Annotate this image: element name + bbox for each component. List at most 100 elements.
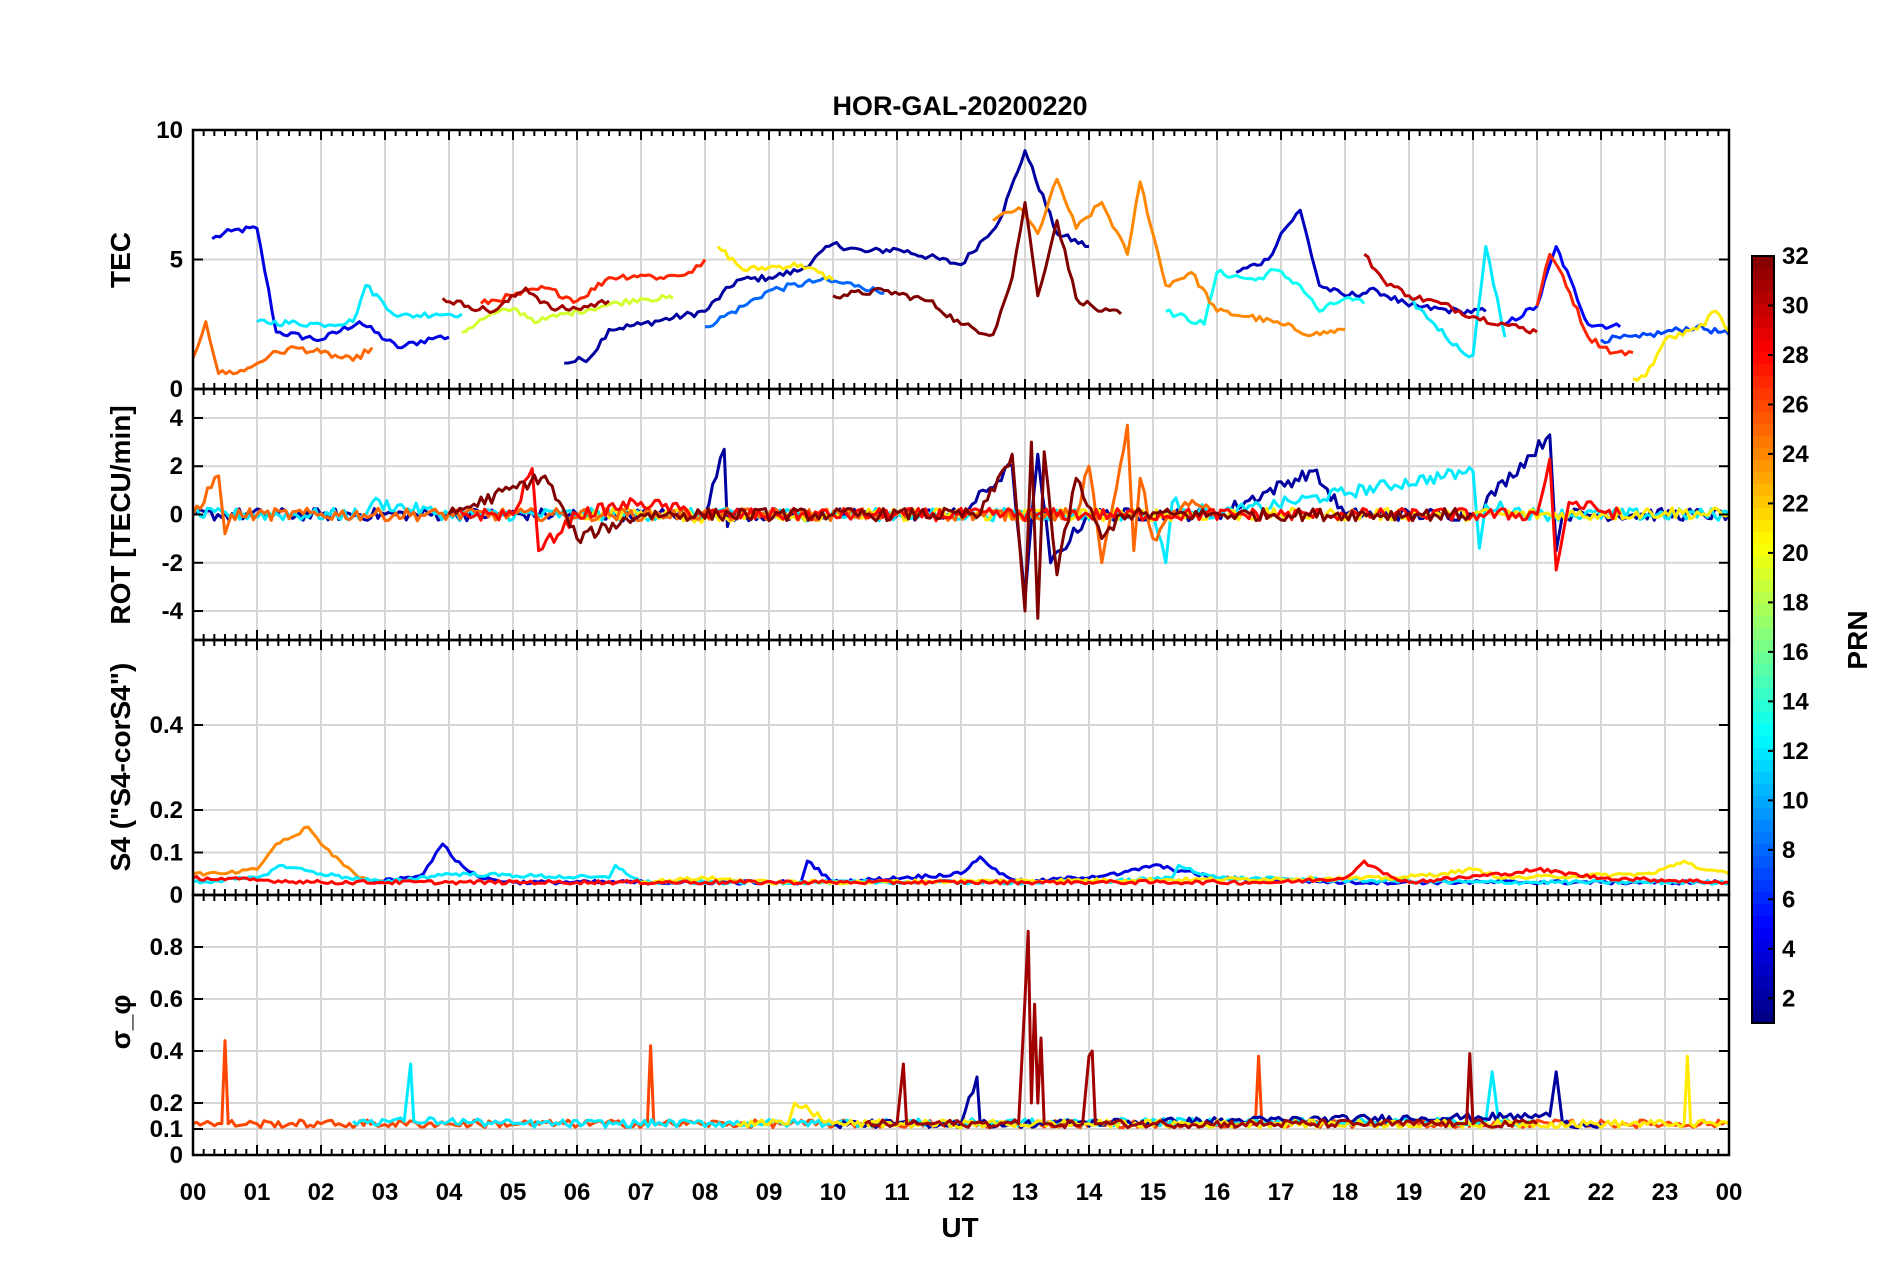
colorbar-tick-label: 2 <box>1782 985 1795 1012</box>
colorbar-tick-label: 6 <box>1782 886 1795 913</box>
y-tick-label: 2 <box>170 453 183 480</box>
y-axis-label: TEC <box>105 232 136 288</box>
y-tick-label: 0.2 <box>150 1090 183 1117</box>
series-group <box>193 423 1729 620</box>
series-line-prn-31 <box>441 286 610 314</box>
series-line-prn-32 <box>447 440 1474 620</box>
x-tick-label: 08 <box>692 1179 719 1206</box>
colorbar-segment <box>1752 711 1774 724</box>
colorbar-segment <box>1752 291 1774 305</box>
x-tick-label: 23 <box>1652 1179 1679 1206</box>
colorbar-segment <box>1752 915 1774 928</box>
y-axis-label: σ_φ <box>105 995 136 1050</box>
x-tick-label: 15 <box>1140 1179 1167 1206</box>
series-line-prn-7 <box>1600 323 1729 345</box>
series-line-prn-12 <box>1408 245 1507 359</box>
colorbar-segment <box>1752 423 1774 437</box>
colorbar-tick-label: 20 <box>1782 540 1809 567</box>
colorbar-tick-label: 10 <box>1782 787 1809 814</box>
y-tick-label: 0 <box>170 376 183 403</box>
colorbar-segment <box>1752 327 1774 341</box>
colorbar-segment <box>1752 651 1774 665</box>
colorbar-tick-label: 4 <box>1782 936 1796 963</box>
colorbar-segment <box>1752 975 1774 988</box>
x-tick-label: 13 <box>1012 1179 1039 1206</box>
x-tick-label: 14 <box>1076 1179 1103 1206</box>
colorbar-segment <box>1752 315 1774 329</box>
colorbar-segment <box>1752 927 1774 940</box>
x-tick-label: 04 <box>436 1179 463 1206</box>
colorbar-segment <box>1752 687 1774 701</box>
colorbar-segment <box>1752 771 1774 784</box>
x-tick-label: 06 <box>564 1179 591 1206</box>
series-line-prn-32 <box>832 201 1123 337</box>
colorbar-segment <box>1752 807 1774 820</box>
series-line-prn-24 <box>193 825 386 884</box>
x-tick-label: 12 <box>948 1179 975 1206</box>
y-axis-label: S4 ("S4-corS4") <box>105 663 136 872</box>
y-tick-label: 0.4 <box>150 1038 184 1065</box>
colorbar-segment <box>1752 279 1774 293</box>
colorbar-segment <box>1752 639 1774 653</box>
colorbar-segment <box>1752 447 1774 461</box>
series-line-prn-2 <box>564 149 1089 365</box>
colorbar-segment <box>1752 879 1774 892</box>
colorbar-tick-label: 16 <box>1782 639 1809 666</box>
colorbar-segment <box>1752 363 1774 377</box>
colorbar-segment <box>1752 843 1774 856</box>
colorbar-segment <box>1752 256 1774 269</box>
series-line-prn-12 <box>193 466 1729 565</box>
x-tick-label: 10 <box>820 1179 847 1206</box>
panel-3: 0 0.1 0.2 0.4 S4 ("S4-corS4") <box>105 638 1731 909</box>
colorbar-tick-label: 8 <box>1782 837 1795 864</box>
colorbar-segment <box>1752 627 1774 641</box>
colorbar-segment <box>1752 951 1774 964</box>
colorbar-segment <box>1752 375 1774 389</box>
y-tick-label: 4 <box>170 405 184 432</box>
x-tick-label: 02 <box>308 1179 335 1206</box>
panel-2: -4 -2 0 2 4 ROT [TECU/min] <box>105 387 1731 642</box>
series-line-prn-19 <box>461 293 674 334</box>
series-line-prn-27 <box>1535 252 1634 357</box>
colorbar-segment <box>1752 903 1774 916</box>
chart-title: HOR-GAL-20200220 <box>832 91 1087 121</box>
colorbar-tick-label: 24 <box>1782 441 1809 468</box>
series-line-prn-24 <box>992 177 1345 338</box>
colorbar-segment <box>1752 663 1774 677</box>
series-line-prn-12 <box>256 283 463 329</box>
x-tick-label: 09 <box>756 1179 783 1206</box>
colorbar-segment <box>1752 867 1774 880</box>
x-tick-label: 00 <box>180 1179 207 1206</box>
colorbar-segment <box>1752 699 1774 713</box>
colorbar-segment <box>1752 555 1774 569</box>
colorbar-segment <box>1752 495 1774 509</box>
colorbar-segment <box>1752 387 1774 401</box>
colorbar-segment <box>1752 531 1774 545</box>
y-tick-label: 0.1 <box>150 1116 183 1143</box>
series-line-prn-8 <box>705 276 885 329</box>
x-tick-label: 03 <box>372 1179 399 1206</box>
colorbar-segment <box>1752 579 1774 593</box>
x-tick-label: 21 <box>1524 1179 1551 1206</box>
colorbar-label: PRN <box>1842 610 1873 669</box>
colorbar-segment <box>1752 351 1774 365</box>
x-tick-label: 17 <box>1268 1179 1295 1206</box>
colorbar-segment <box>1752 303 1774 317</box>
colorbar-segment <box>1752 795 1774 808</box>
colorbar-segment <box>1752 459 1774 473</box>
x-tick-label: 22 <box>1588 1179 1615 1206</box>
colorbar-segment <box>1752 543 1774 557</box>
y-tick-label: 0.4 <box>150 712 184 739</box>
series-line-prn-4 <box>211 225 450 350</box>
series-line-prn-5 <box>1504 245 1622 330</box>
x-tick-label: 19 <box>1396 1179 1423 1206</box>
colorbar-segment <box>1752 567 1774 581</box>
colorbar-segment <box>1752 435 1774 449</box>
x-tick-label: 11 <box>884 1179 909 1206</box>
y-tick-label: 0.2 <box>150 797 183 824</box>
colorbar-segment <box>1752 855 1774 868</box>
colorbar-segment <box>1752 735 1774 748</box>
series-group <box>193 825 1729 886</box>
colorbar-segment <box>1752 591 1774 605</box>
y-tick-label: -2 <box>162 550 183 577</box>
